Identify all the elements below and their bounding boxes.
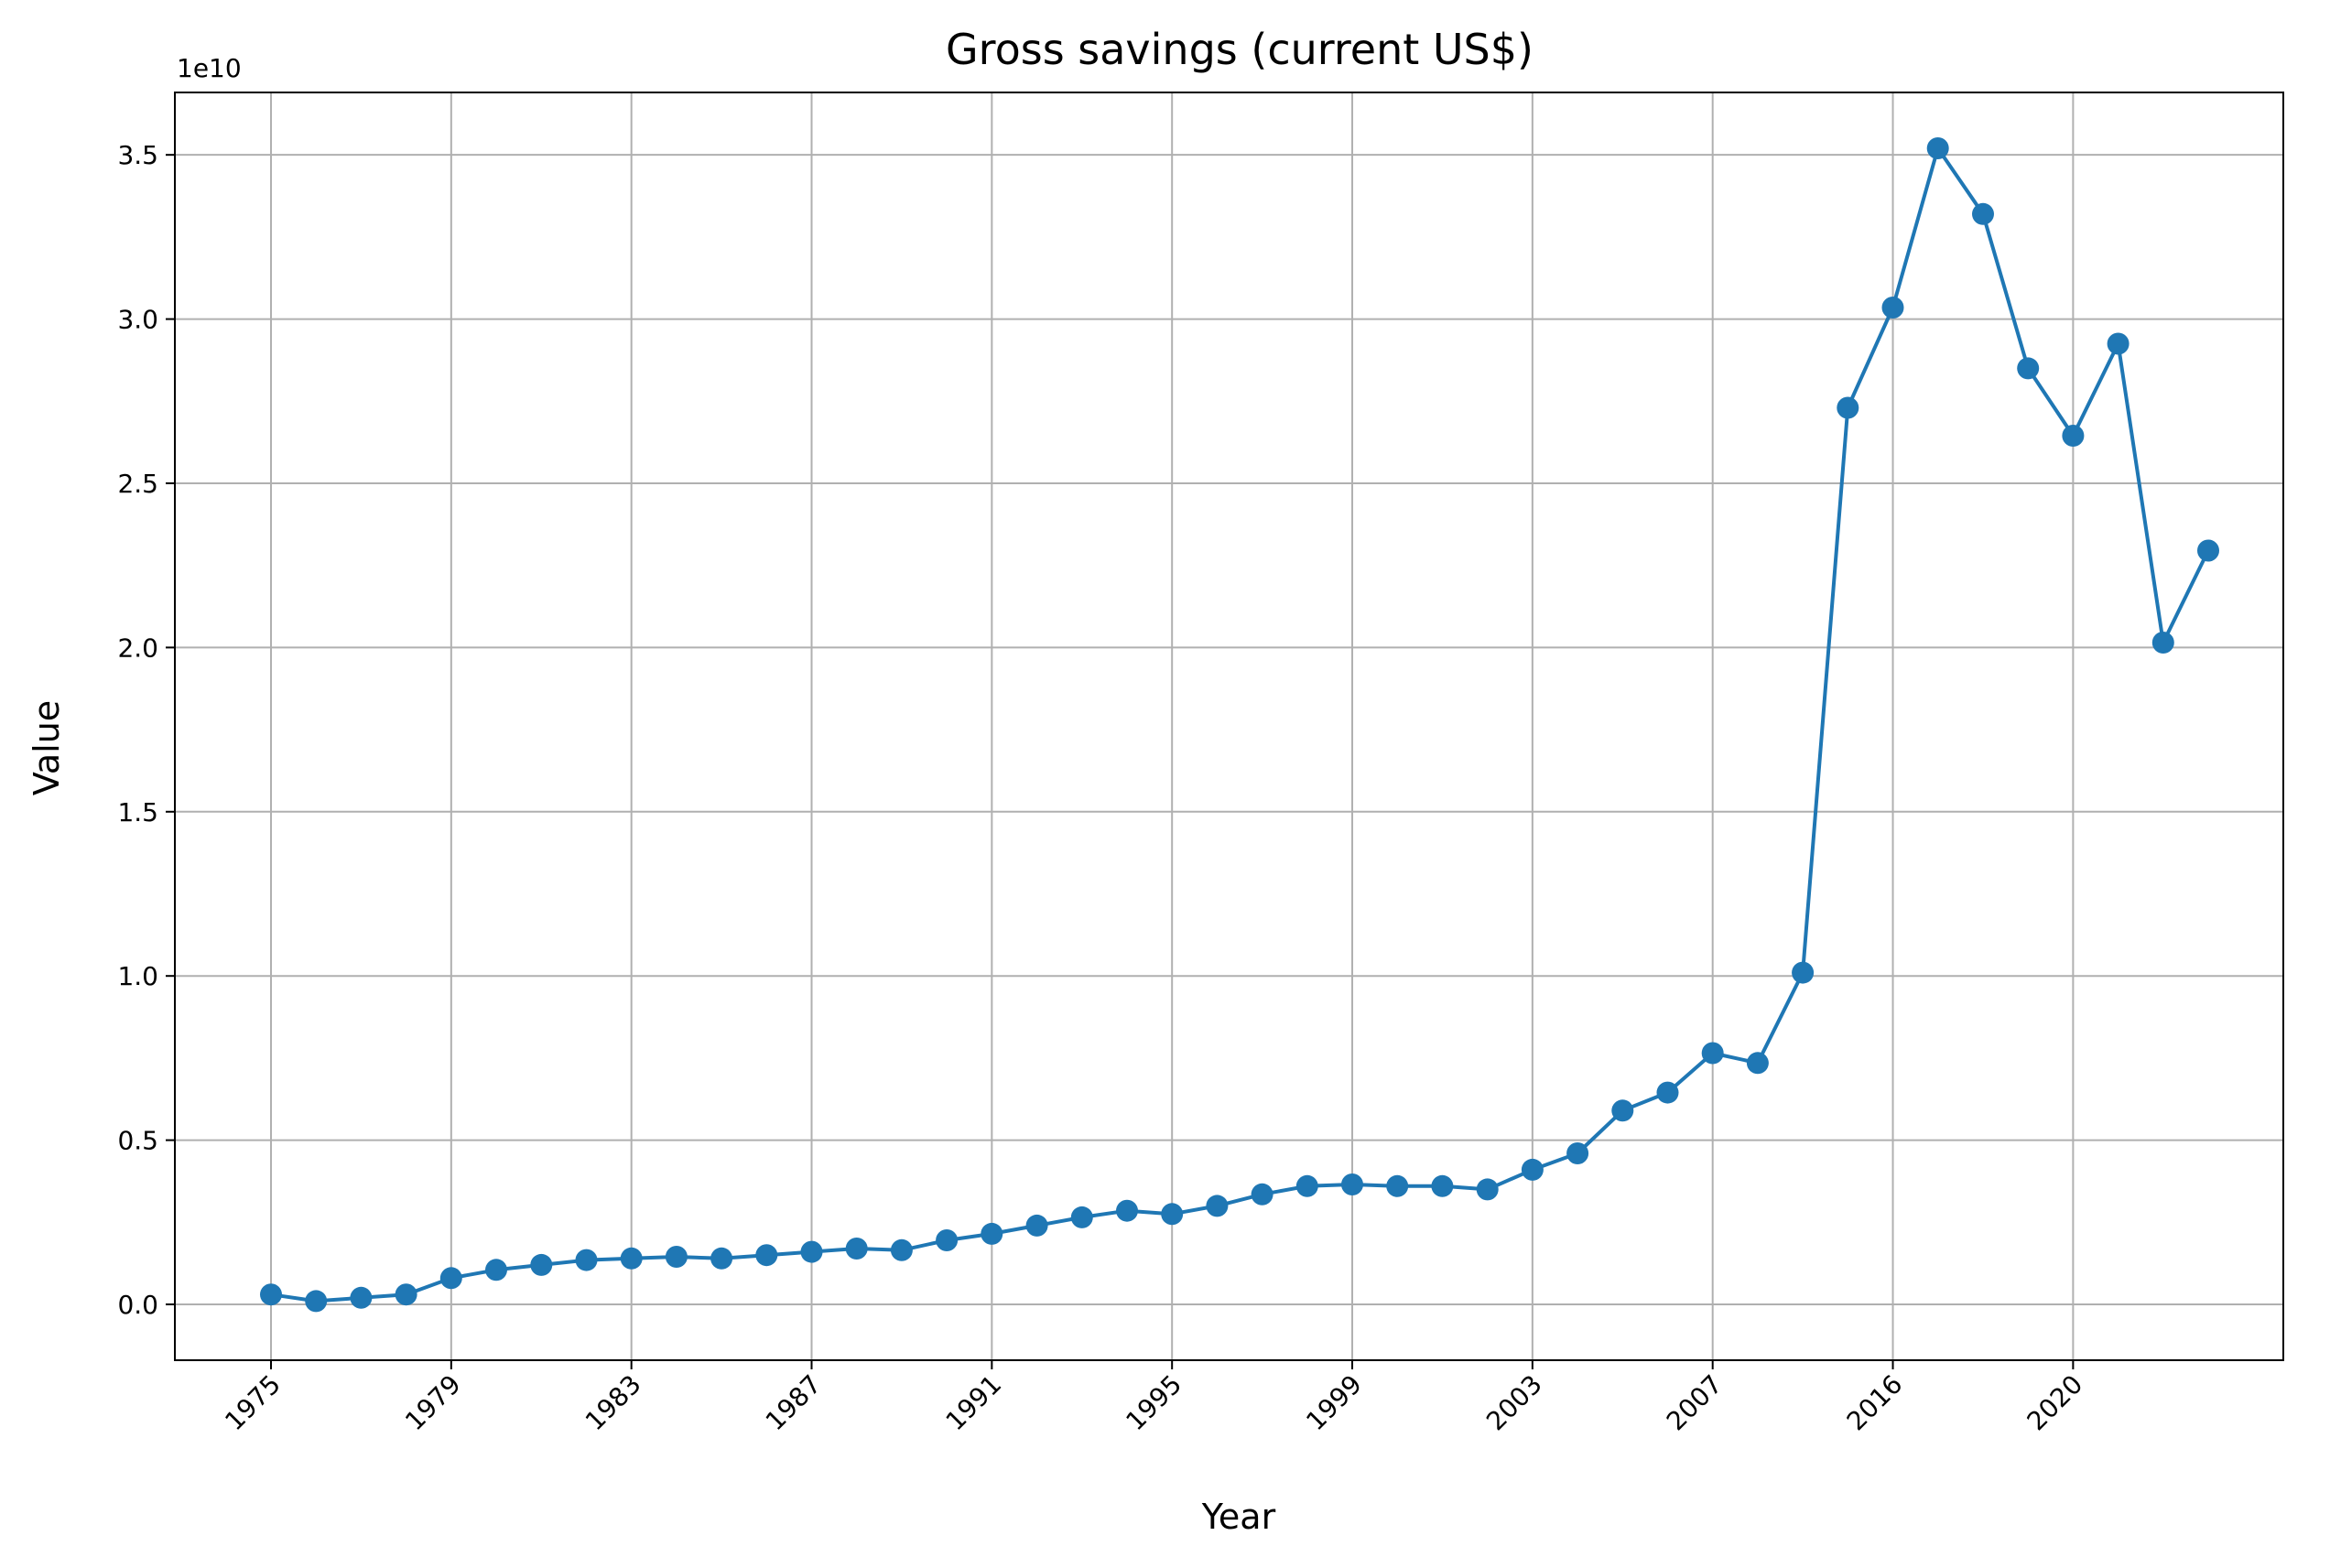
y-tick-label: 0.0	[117, 1290, 158, 1320]
y-axis-title: Value	[27, 700, 67, 795]
data-point	[1837, 396, 1859, 419]
data-point	[439, 1267, 462, 1290]
data-point	[305, 1290, 328, 1313]
data-point	[1972, 202, 1994, 225]
grid-lines	[175, 92, 2283, 1360]
y-axis-ticks: 0.0 0.5 1.0 1.5 2.0 2.5 3.0 3.5	[117, 140, 175, 1320]
data-point	[1476, 1178, 1499, 1201]
data-point	[1161, 1203, 1184, 1226]
data-point	[1566, 1142, 1589, 1164]
data-point	[1611, 1099, 1634, 1122]
data-point	[620, 1247, 643, 1270]
data-point	[1341, 1173, 1363, 1195]
data-point	[665, 1246, 688, 1268]
data-point	[2017, 357, 2040, 380]
x-axis-title: Year	[1201, 1497, 1276, 1537]
data-point	[1521, 1158, 1544, 1181]
data-point	[260, 1283, 282, 1306]
data-point	[2062, 425, 2085, 447]
data-point	[2107, 332, 2130, 355]
data-point	[1206, 1195, 1229, 1217]
plot-frame	[174, 92, 2284, 1361]
data-point	[1746, 1052, 1769, 1075]
data-point	[1431, 1174, 1454, 1197]
data-point	[395, 1283, 417, 1306]
data-point	[1386, 1174, 1409, 1197]
data-point	[1792, 961, 1815, 984]
data-point	[2151, 632, 2174, 654]
y-tick-label: 3.0	[117, 305, 158, 335]
y-axis-offset-label: 1e10	[177, 53, 242, 83]
y-tick-label: 3.5	[117, 140, 158, 170]
data-point	[350, 1286, 373, 1309]
data-point	[936, 1229, 959, 1251]
data-point	[890, 1238, 913, 1261]
data-point	[1881, 297, 1904, 319]
data-point	[1656, 1081, 1679, 1104]
data-point	[1701, 1042, 1724, 1065]
y-tick-label: 0.5	[117, 1126, 158, 1156]
data-point	[1070, 1206, 1093, 1228]
data-point	[845, 1238, 868, 1260]
y-tick-label: 2.5	[117, 469, 158, 499]
data-point	[800, 1240, 823, 1263]
chart-title: Gross savings (current US$)	[946, 25, 1533, 74]
data-point	[1025, 1214, 1048, 1237]
data-point	[710, 1247, 733, 1270]
y-tick-label: 2.0	[117, 633, 158, 663]
data-markers	[260, 137, 2219, 1313]
y-tick-label: 1.5	[117, 797, 158, 827]
data-point	[1251, 1183, 1273, 1206]
y-tick-label: 1.0	[117, 961, 158, 991]
data-point	[755, 1244, 778, 1267]
data-point	[1926, 137, 1949, 159]
data-point	[1295, 1174, 1318, 1197]
data-point	[981, 1222, 1003, 1245]
data-point	[1116, 1199, 1138, 1222]
data-point	[575, 1249, 598, 1271]
data-point	[485, 1259, 507, 1281]
data-point	[2197, 539, 2219, 562]
data-point	[530, 1253, 553, 1276]
